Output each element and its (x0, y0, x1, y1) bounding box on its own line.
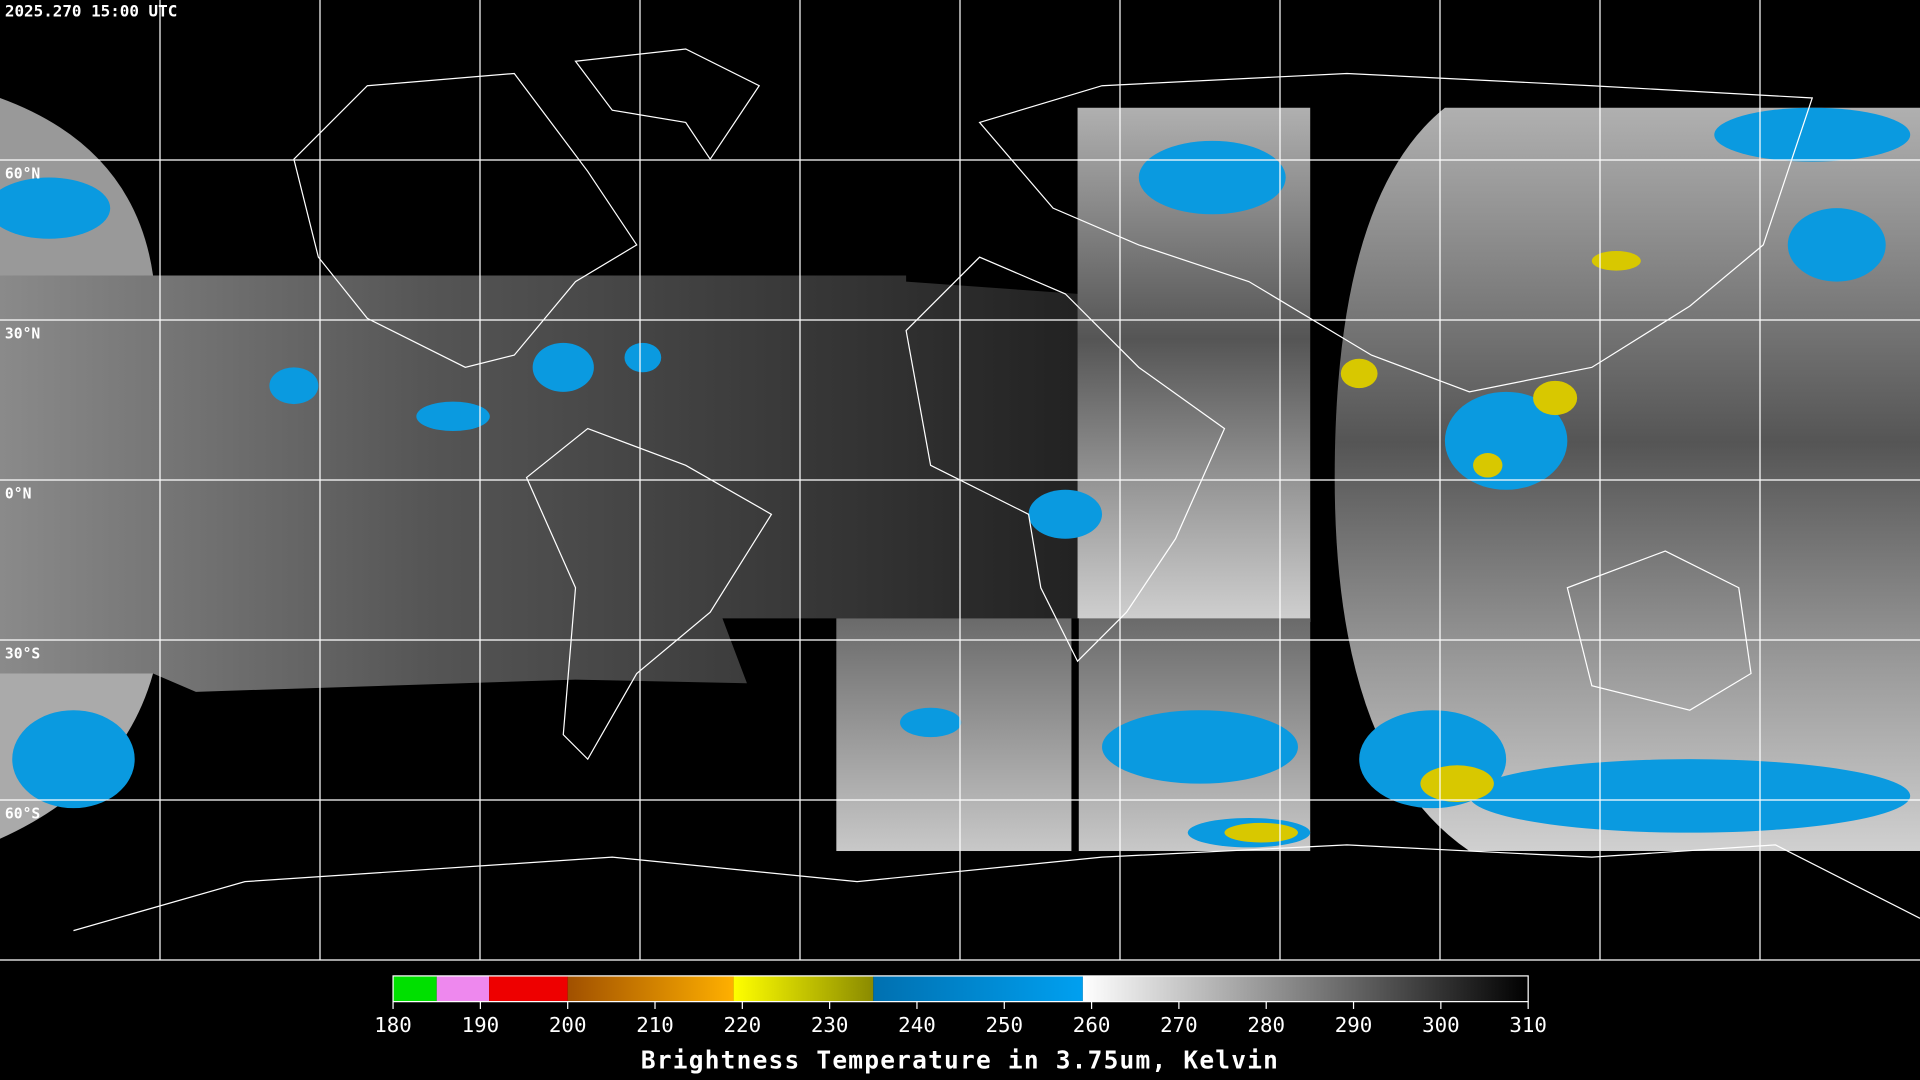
coastline (73, 844, 1920, 932)
latitude-label: 60°N (5, 166, 40, 183)
latitude-label: 30°N (5, 326, 40, 343)
latitude-label: 0°N (5, 486, 32, 503)
colorbar-title: Brightness Temperature in 3.75um, Kelvin (641, 1046, 1279, 1075)
imagery-swath (1334, 107, 1920, 852)
coastline (978, 72, 1814, 393)
latitude-label: 30°S (5, 646, 40, 663)
coastline (905, 256, 1226, 663)
colorbar-segment (873, 975, 1083, 1002)
coastline (293, 72, 638, 368)
colorbar-tick-label: 310 (1509, 1013, 1547, 1037)
very-cold-clouds (1224, 251, 1641, 843)
colorbar-tick-label: 290 (1335, 1013, 1373, 1037)
graticule: 60°N 30°N 0°N 30°S 60°S (0, 0, 1920, 960)
latitude-label: 60°S (5, 806, 40, 823)
colorbar-segment (1082, 975, 1529, 1002)
colorbar-segment (733, 975, 874, 1002)
colorbar: 180 190 200 210 220 230 240 250 260 270 280 290 300 3… (374, 975, 1547, 1037)
colorbar-segment (567, 975, 734, 1002)
colorbar-segment (489, 975, 568, 1002)
coastline (1566, 550, 1752, 711)
colorbar-tick-label: 220 (724, 1013, 762, 1037)
imagery-gap (1071, 618, 1079, 852)
colorbar-tick-label: 280 (1247, 1013, 1285, 1037)
imagery (0, 97, 1920, 852)
colorbar-tick-label: 200 (549, 1013, 587, 1037)
coastline (525, 427, 773, 761)
colorbar-tick-label: 260 (1073, 1013, 1111, 1037)
colorbar-tick-label: 240 (898, 1013, 936, 1037)
colorbar-tick-label: 250 (985, 1013, 1023, 1037)
colorbar-frame (392, 975, 1529, 1003)
coastlines (73, 48, 1920, 932)
colorbar-tick-label: 300 (1422, 1013, 1460, 1037)
colorbar-segment (436, 975, 490, 1002)
colorbar-tick-label: 180 (374, 1013, 412, 1037)
colorbar-segment (393, 975, 437, 1002)
timestamp: 2025.270 15:00 UTC (5, 2, 177, 21)
coastline (574, 48, 761, 161)
colorbar-tick-label: 210 (636, 1013, 674, 1037)
colorbar-tick-label: 270 (1160, 1013, 1198, 1037)
imagery-swath (0, 275, 1078, 692)
colorbar-tick-label: 230 (811, 1013, 849, 1037)
colorbar-tick-label: 190 (462, 1013, 500, 1037)
